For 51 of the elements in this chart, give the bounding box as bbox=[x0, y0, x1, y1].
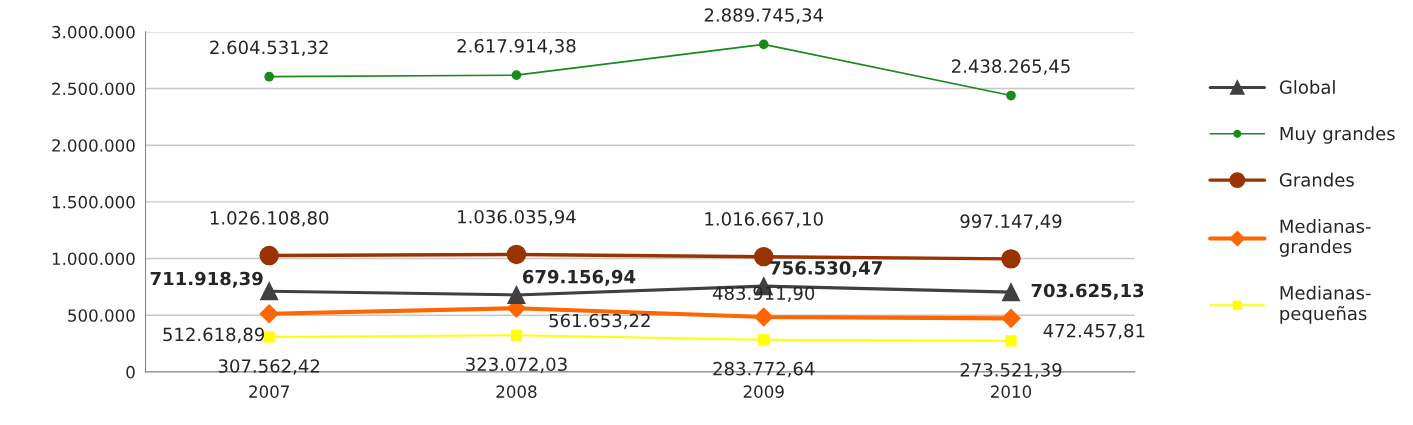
y-tick-label: 3.000.000 bbox=[52, 25, 135, 39]
data-label: 1.016.667,10 bbox=[705, 212, 823, 228]
point bbox=[1001, 308, 1021, 328]
x-tick-label: 2008 bbox=[496, 385, 537, 398]
legend-label: Grandes bbox=[1279, 172, 1354, 187]
point bbox=[754, 307, 774, 327]
data-label: 2.617.914,38 bbox=[457, 38, 576, 55]
point bbox=[264, 71, 275, 82]
data-label: 679.156,94 bbox=[522, 269, 636, 286]
data-label: 273.521,39 bbox=[960, 363, 1062, 379]
point bbox=[263, 331, 275, 343]
data-label: 1.026.108,80 bbox=[210, 211, 329, 227]
data-label: 283.772,64 bbox=[713, 361, 815, 378]
point bbox=[1005, 335, 1017, 347]
point bbox=[511, 70, 522, 81]
data-label: 561.653,22 bbox=[549, 313, 650, 330]
legend-label: Global bbox=[1279, 80, 1335, 94]
y-tick-label: 2.500.000 bbox=[52, 82, 135, 96]
point bbox=[1001, 249, 1021, 269]
legend-label: Medianas-pequeñas bbox=[1280, 285, 1371, 324]
x-tick-label: 2009 bbox=[743, 385, 784, 398]
y-tick-label: 0 bbox=[126, 365, 135, 379]
data-label: 1.036.035,94 bbox=[458, 209, 576, 226]
data-label: 512.618,89 bbox=[163, 327, 265, 344]
point bbox=[507, 285, 526, 304]
data-label: 2.604.531,32 bbox=[210, 40, 328, 56]
data-label: 2.438.265,45 bbox=[952, 59, 1070, 75]
point bbox=[259, 245, 279, 266]
point bbox=[259, 304, 279, 324]
x-tick-label: 2010 bbox=[991, 385, 1032, 398]
data-label: 711.918,39 bbox=[150, 271, 263, 288]
data-label: 997.147,49 bbox=[960, 214, 1062, 230]
point bbox=[758, 39, 769, 50]
point bbox=[1006, 90, 1016, 101]
y-tick-label: 1.500.000 bbox=[52, 195, 135, 209]
point bbox=[758, 334, 770, 346]
y-tick-label: 2.000.000 bbox=[52, 139, 135, 152]
x-tick-label: 2007 bbox=[249, 385, 289, 398]
data-label: 472.457,81 bbox=[1043, 323, 1145, 340]
data-label: 703.625,13 bbox=[1031, 283, 1144, 300]
legend-label: Medianas-grandes bbox=[1279, 219, 1371, 257]
point bbox=[1001, 283, 1021, 302]
y-tick-label: 500.000 bbox=[68, 309, 135, 322]
data-label: 2.889.745,34 bbox=[704, 8, 824, 24]
legend-label: Muy grandes bbox=[1280, 126, 1395, 144]
data-label: 307.562,42 bbox=[218, 359, 320, 375]
point bbox=[506, 244, 527, 265]
data-label: 323.072,03 bbox=[466, 357, 567, 373]
y-tick-label: 1.000.000 bbox=[52, 252, 135, 266]
point bbox=[510, 329, 523, 341]
data-label: 756.530,47 bbox=[770, 261, 882, 278]
